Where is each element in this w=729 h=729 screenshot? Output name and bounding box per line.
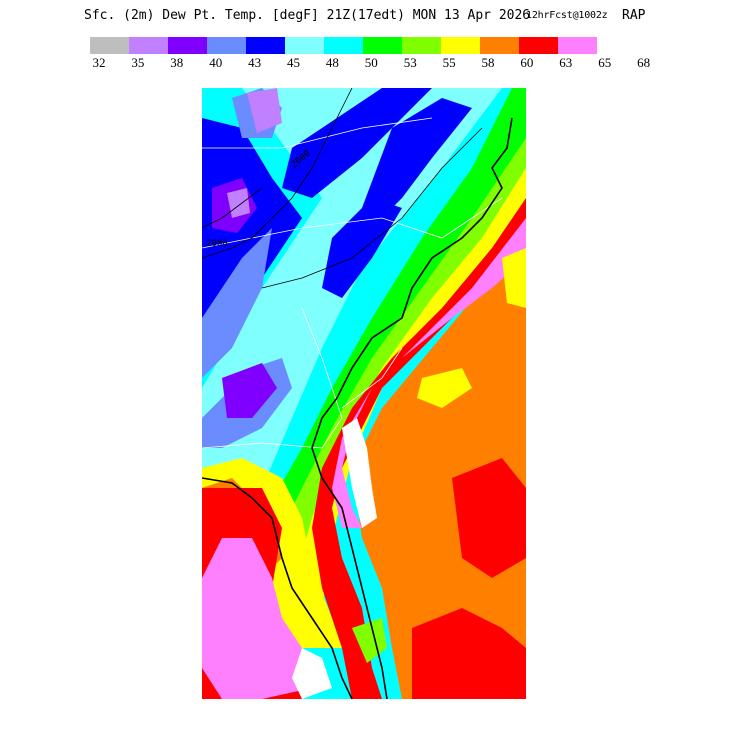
region-white-south: [292, 648, 332, 699]
legend-tick-label: 60: [520, 55, 534, 70]
legend-tick-label: 45: [287, 55, 300, 70]
legend-swatch: [363, 37, 402, 54]
legend-swatch: [246, 37, 285, 54]
region-white-core: [342, 418, 377, 528]
region-lavender-top: [247, 88, 282, 133]
state-boundary-3: [202, 307, 343, 449]
map-canvas: 2000 2000: [202, 88, 526, 699]
legend-swatch: [480, 37, 519, 54]
legend-swatch: [324, 37, 363, 54]
legend-tick-label: 48: [325, 55, 339, 70]
region-yellow-pocket-1: [417, 368, 472, 408]
contour-line-1: [202, 88, 353, 259]
region-blue-nw: [202, 118, 302, 318]
legend-tick-label: 53: [403, 55, 417, 70]
legend-swatch: [90, 37, 129, 54]
region-orange-east: [352, 208, 526, 699]
region-blue-ne: [362, 98, 472, 228]
forecast-label: 12hrFcst@1002z: [526, 10, 608, 21]
legend-tick-label: 40: [209, 55, 223, 70]
region-pink-front: [332, 218, 526, 528]
region-blue-mid: [322, 198, 402, 298]
region-blue-north: [282, 88, 432, 198]
region-lavender-mid: [227, 188, 250, 218]
contour-line-2: [202, 187, 263, 229]
region-purple-sw: [222, 363, 277, 418]
region-red-east-blob: [452, 458, 526, 578]
legend-tick-label: 68: [637, 55, 651, 70]
state-boundary-2: [202, 197, 503, 249]
state-boundary-1: [202, 117, 433, 149]
region-red-southeast: [412, 608, 526, 699]
region-green-front: [262, 88, 526, 548]
legend-swatch: [558, 37, 597, 54]
legend-tick-label: 63: [559, 55, 573, 70]
coastline-east: [311, 117, 513, 699]
region-yellow-pocket-2: [502, 248, 526, 308]
region-pink-southwest: [202, 538, 312, 699]
region-periwinkle-1: [202, 228, 272, 378]
legend-swatch: [168, 37, 207, 54]
legend-tick-label: 35: [131, 55, 145, 70]
coastline-gulf: [202, 477, 353, 699]
model-label: RAP: [622, 8, 646, 23]
legend-swatch: [441, 37, 480, 54]
legend-swatch: [402, 37, 441, 54]
color-legend: [90, 37, 597, 54]
state-boundary-4: [341, 347, 403, 409]
contour-line-3: [261, 127, 483, 289]
legend-tick-label: 50: [364, 55, 378, 70]
legend-tick-label: 55: [442, 55, 456, 70]
contour-label-1: 2000: [206, 239, 228, 249]
legend-swatch: [285, 37, 324, 54]
legend-tick-label: 38: [170, 55, 184, 70]
legend-tick-label: 58: [481, 55, 495, 70]
map-title: Sfc. (2m) Dew Pt. Temp. [degF] 21Z(17edt…: [84, 8, 531, 23]
legend-tick-label: 32: [92, 55, 106, 70]
legend-tick-label: 43: [248, 55, 262, 70]
dewpoint-map: 2000 2000: [202, 88, 526, 699]
legend-tick-label: 65: [598, 55, 612, 70]
legend-swatch: [129, 37, 168, 54]
legend-swatch: [519, 37, 558, 54]
legend-swatch: [207, 37, 246, 54]
